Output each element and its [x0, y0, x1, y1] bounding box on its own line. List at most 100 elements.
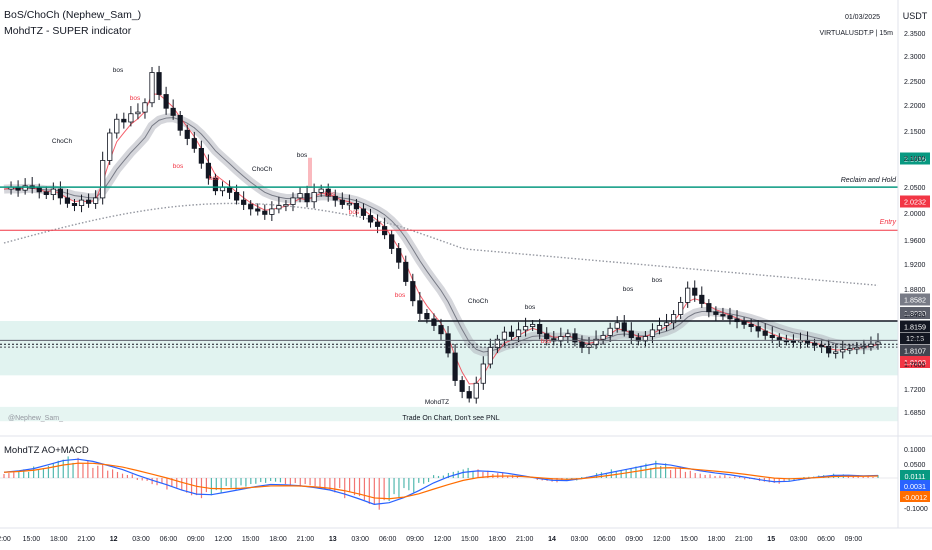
price-tick-label: 1.9200 — [904, 262, 926, 269]
price-tag[interactable]: 1.8230 — [900, 307, 930, 319]
bull-candle — [269, 208, 275, 215]
price-tick-label: 2.3500 — [904, 31, 926, 38]
price-tick-label: 1.8800 — [904, 287, 926, 294]
bull-candle — [290, 197, 296, 205]
bear-candle — [635, 337, 641, 342]
price-tick-label: 2.2000 — [904, 103, 926, 110]
price-axis[interactable]: 2.1016 2.0232 1.8582 1.8230 1.8159 1.8107 1.81… — [897, 0, 930, 528]
bear-candle — [396, 248, 402, 263]
price-tag[interactable]: 1.8159 — [900, 320, 930, 333]
bear-candle — [727, 315, 733, 320]
bull-candle — [311, 191, 317, 203]
bull-candle — [642, 336, 649, 342]
bull-candle — [114, 118, 120, 134]
price-tick-label: 2.0000 — [904, 211, 926, 218]
header-date: 01/03/2025 — [845, 14, 880, 21]
currency-label[interactable]: USDT — [903, 11, 928, 21]
bear-candle — [410, 281, 416, 302]
bear-candle — [156, 72, 162, 95]
bull-candle — [142, 102, 148, 113]
bear-candle — [466, 391, 472, 399]
bull-candle — [318, 188, 324, 193]
price-tick-label: 1.7600 — [904, 362, 926, 369]
bull-candle — [50, 188, 56, 196]
osc-readout-value[interactable]: 0.0111 — [905, 472, 926, 481]
bull-candle — [558, 336, 564, 342]
bear-candle — [403, 261, 409, 282]
price-tick-label: 2.0500 — [904, 185, 926, 192]
time-tick-label: 03:00 — [351, 536, 369, 543]
bear-candle — [241, 199, 247, 205]
bull-candle — [847, 348, 853, 351]
bear-candle — [360, 208, 367, 216]
bear-candle — [431, 318, 437, 326]
bear-candle — [572, 333, 578, 343]
bear-candle — [769, 334, 775, 338]
bull-candle — [530, 323, 536, 327]
oscillator-pane[interactable] — [0, 456, 898, 510]
bear-candle — [43, 191, 49, 196]
structure-label: bos — [349, 209, 360, 216]
ema-line — [3, 117, 879, 353]
time-tick-label: 15:00 — [461, 536, 479, 543]
bull-candle — [522, 326, 529, 331]
bear-candle — [374, 221, 381, 227]
osc-readout-value[interactable]: -0.0012 — [903, 493, 927, 502]
time-tick-label: 21:00 — [735, 536, 753, 543]
footer-note: Trade On Chart, Don't see PNL — [402, 415, 499, 422]
price-tag[interactable]: 2.0232 — [900, 195, 930, 208]
price-tag[interactable]: 1.8103 — [900, 356, 930, 368]
structure-label: ChoCh — [468, 298, 489, 305]
osc-readout-bg — [900, 480, 930, 491]
bear-candle — [85, 199, 92, 204]
structure-label: bos — [173, 163, 184, 170]
price-tick-label: 2.1500 — [904, 129, 926, 136]
price-tag-value: 1.8582 — [904, 296, 926, 305]
price-tag-value: 2.1016 — [904, 155, 926, 164]
bear-candle — [177, 115, 183, 131]
osc-readout-value[interactable]: 0.0031 — [904, 482, 926, 491]
bear-candle — [755, 326, 761, 332]
bear-candle — [325, 188, 331, 197]
bear-candle — [367, 215, 374, 223]
price-tag-value: 1.8159 — [904, 323, 926, 332]
price-tick-label: 1.7200 — [904, 387, 926, 394]
price-tick-label: 1.6850 — [904, 410, 926, 417]
price-tag-bg — [900, 152, 930, 165]
osc-readout-bg — [900, 470, 930, 481]
bear-candle — [212, 177, 219, 192]
price-tag[interactable]: 1.8107 — [900, 344, 930, 357]
bull-candle — [480, 363, 486, 384]
bear-candle — [332, 195, 338, 201]
time-axis[interactable]: 2:00 15:00 18:00 21:00 12 03:00 06:00 09:00 12:0… — [0, 527, 932, 543]
time-tick-label: 06:00 — [817, 536, 835, 543]
bull-candle — [663, 322, 670, 326]
time-tick-label: 09:00 — [187, 536, 205, 543]
price-tick-label: 2.1000 — [904, 156, 926, 163]
bear-candle — [198, 147, 204, 164]
price-tag-value: 1.8103 — [904, 358, 926, 367]
price-tag[interactable]: 2.1016 — [900, 152, 930, 165]
price-tag[interactable]: 1.8582 — [900, 293, 930, 306]
structure-label: bos — [623, 286, 634, 293]
structure-label: bos — [209, 175, 220, 182]
time-tick-label: 15:00 — [680, 536, 698, 543]
bull-candle — [678, 301, 684, 315]
time-tick-label: 2:00 — [0, 536, 11, 543]
bear-candle — [121, 118, 127, 123]
countdown-bg — [900, 333, 930, 344]
time-tick-label: 03:00 — [571, 536, 589, 543]
bear-candle — [233, 191, 240, 201]
bull-candle — [93, 197, 99, 204]
main-price-pane[interactable]: Reclaim and Hold Entry ChoCh bos bos bos bos Ch… — [0, 65, 932, 437]
macd-line — [3, 458, 879, 505]
time-tick-label: 15:00 — [242, 536, 260, 543]
time-tick-label: 12:00 — [214, 536, 232, 543]
structure-label: bos — [652, 277, 663, 284]
osc-tick-label: 0.0500 — [904, 462, 926, 469]
time-tick-label: 15 — [767, 536, 775, 543]
osc-tick-label: 0.1000 — [904, 447, 926, 454]
bear-candle — [64, 197, 71, 204]
bear-candle — [170, 107, 176, 116]
